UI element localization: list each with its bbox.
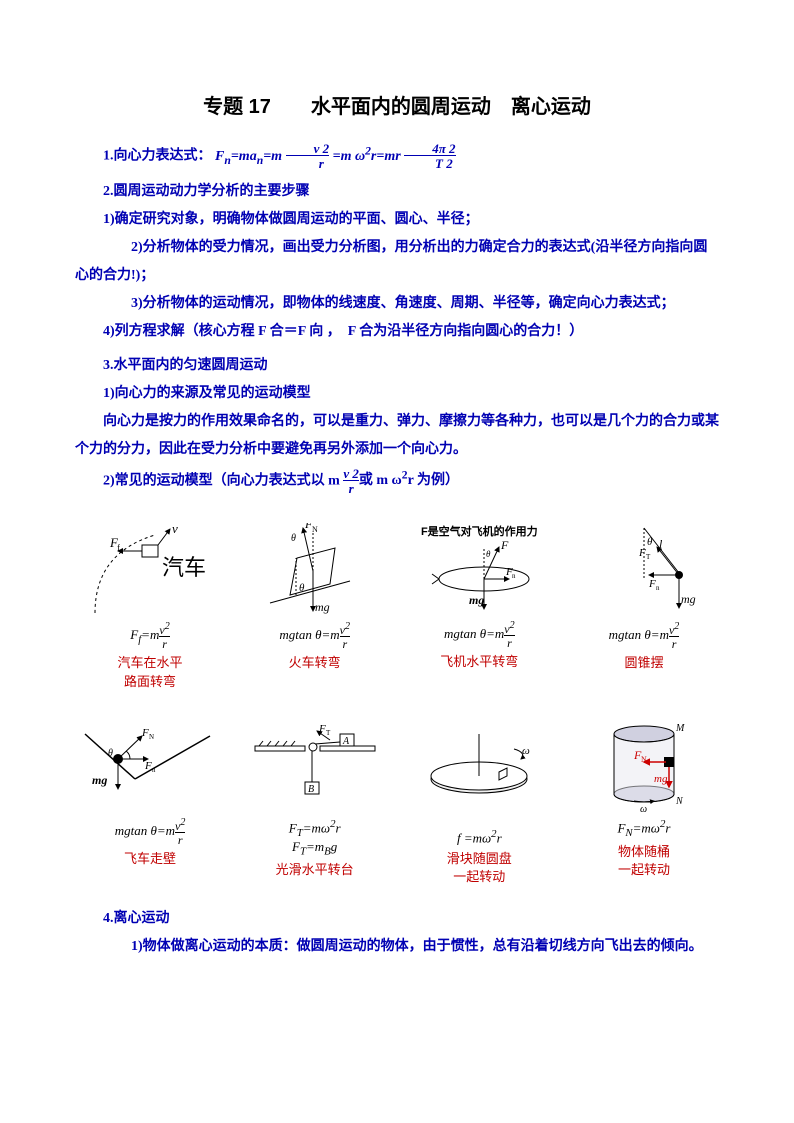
plane-turn-label: 飞机水平转弯	[404, 653, 554, 671]
svg-text:N: N	[149, 733, 154, 741]
svg-text:N: N	[641, 755, 647, 764]
model-train-turn: θ mg FN θ mgtan θ=mv2r 火车转弯	[240, 523, 390, 690]
models-row-1: Ff v 汽车 Ff=mv2r 汽车在水平路面转弯 θ mg FN θ	[75, 523, 719, 690]
model-car-turn: Ff v 汽车 Ff=mv2r 汽车在水平路面转弯	[75, 523, 225, 690]
svg-text:T: T	[326, 729, 331, 737]
block-on-disk-formula: f =mω2r	[404, 828, 554, 846]
s2-p4: 4)列方程求解（核心方程 F 合＝F 向 ， F 合为沿半径方向指向圆心的合力！…	[75, 318, 719, 346]
s2-p3: 3)分析物体的运动情况，即物体的线速度、角速度、周期、半径等，确定向心力表达式；	[75, 290, 719, 318]
svg-text:ω: ω	[640, 804, 647, 814]
object-in-cylinder-formula: FN=mω2r	[569, 818, 719, 839]
wall-of-death-diagram: FN Fn mg θ	[75, 719, 225, 814]
s3-frac-num: v 2	[343, 467, 359, 480]
s3-frac: v 2r	[343, 467, 359, 495]
svg-text:n: n	[656, 584, 660, 592]
wall-of-death-formula: mgtan θ=mv2r	[75, 818, 225, 846]
svg-text:mg: mg	[92, 773, 107, 787]
svg-text:M: M	[675, 723, 685, 734]
svg-text:F: F	[638, 547, 646, 559]
model-smooth-turntable: A B FT FT=mω2rFT=mBg 光滑水平转台	[240, 719, 390, 887]
s4-p1: 1)物体做离心运动的本质：做圆周运动的物体，由于惯性，总有沿着切线方向飞出去的倾…	[75, 933, 719, 961]
svg-text:T: T	[646, 553, 651, 561]
model-wall-of-death: FN Fn mg θ mgtan θ=mv2r 飞车走壁	[75, 719, 225, 887]
s3-frac-den: r	[343, 480, 359, 495]
svg-text:θ: θ	[108, 748, 113, 759]
s3-p2: 向心力是按力的作用效果命名的，可以是重力、弹力、摩擦力等各种力，也可以是几个力的…	[75, 408, 719, 464]
conical-pendulum-formula: mgtan θ=mv2r	[569, 622, 719, 650]
svg-text:θ: θ	[486, 549, 491, 559]
object-in-cylinder-label: 物体随桶一起转动	[569, 843, 719, 879]
car-turn-label: 汽车在水平路面转弯	[75, 654, 225, 690]
svg-text:l: l	[659, 537, 663, 551]
object-in-cylinder-diagram: FN mg M N ω	[569, 719, 719, 814]
section-2-head: 2.圆周运动动力学分析的主要步骤	[75, 178, 719, 206]
svg-text:θ: θ	[299, 582, 305, 594]
svg-text:θ: θ	[291, 533, 296, 544]
svg-text:n: n	[152, 766, 156, 774]
svg-text:mg: mg	[681, 592, 696, 606]
s3-p1: 1)向心力的来源及常见的运动模型	[75, 380, 719, 408]
s2-p2: 2)分析物体的受力情况，画出受力分析图，用分析出的力确定合力的表达式(沿半径方向…	[75, 234, 719, 290]
svg-text:F: F	[648, 578, 656, 590]
smooth-turntable-diagram: A B FT	[240, 719, 390, 814]
svg-text:ω: ω	[522, 745, 530, 757]
conical-pendulum-label: 圆锥摆	[569, 654, 719, 672]
plane-top-label: F是空气对飞机的作用力	[404, 523, 554, 539]
svg-text:F: F	[500, 539, 509, 552]
centripetal-formula: Fn=man=m v 2r =m ω2r=mr 4π 2T 2	[215, 149, 456, 164]
s1-head: 1.向心力表达式：	[103, 149, 212, 164]
plane-turn-formula: mgtan θ=mv2r	[404, 621, 554, 649]
wall-of-death-label: 飞车走壁	[75, 850, 225, 868]
s3-p3a: 2)常见的运动模型（向心力表达式以 m	[103, 473, 343, 488]
plane-turn-diagram: F θ Fn mg	[404, 539, 554, 617]
models-row-2: FN Fn mg θ mgtan θ=mv2r 飞车走壁 A	[75, 719, 719, 887]
train-turn-diagram: θ mg FN θ	[240, 523, 390, 618]
car-turn-formula: Ff=mv2r	[75, 622, 225, 650]
smooth-turntable-label: 光滑水平转台	[240, 861, 390, 879]
svg-text:N: N	[312, 525, 318, 534]
svg-text:v: v	[172, 523, 178, 536]
s3-p3: 2)常见的运动模型（向心力表达式以 m v 2r或 m ω2r 为例）	[75, 464, 719, 496]
train-turn-formula: mgtan θ=mv2r	[240, 622, 390, 650]
s3-p3b: 或 m ω2r 为例）	[359, 473, 459, 488]
smooth-turntable-formula: FT=mω2rFT=mBg	[240, 818, 390, 858]
conical-pendulum-diagram: l θ FT Fn mg	[569, 523, 719, 618]
svg-text:A: A	[342, 736, 350, 747]
s2-p1: 1)确定研究对象，明确物体做圆周运动的平面、圆心、半径；	[75, 206, 719, 234]
car-turn-diagram: Ff v 汽车	[75, 523, 225, 618]
model-conical-pendulum: l θ FT Fn mg mgtan θ=mv2r 圆锥摆	[569, 523, 719, 690]
svg-text:汽车: 汽车	[162, 555, 206, 580]
train-turn-label: 火车转弯	[240, 654, 390, 672]
section-4-head: 4.离心运动	[75, 905, 719, 933]
page-title: 专题 17 水平面内的圆周运动 离心运动	[75, 90, 719, 119]
svg-text:F: F	[144, 760, 152, 772]
svg-text:N: N	[675, 796, 684, 807]
svg-text:f: f	[117, 543, 120, 553]
section-3-head: 3.水平面内的匀速圆周运动	[75, 352, 719, 380]
block-on-disk-diagram: ω	[404, 719, 554, 814]
svg-text:F: F	[318, 724, 326, 735]
section-1: 1.向心力表达式： Fn=man=m v 2r =m ω2r=mr 4π 2T …	[75, 139, 719, 172]
model-plane-turn: F是空气对飞机的作用力 F θ Fn mg mgtan θ=mv2r 飞机水平转…	[404, 523, 554, 690]
svg-text:mg: mg	[469, 593, 484, 607]
svg-text:mg: mg	[315, 600, 330, 614]
model-object-in-cylinder: FN mg M N ω FN=mω2r 物体随桶一起转动	[569, 719, 719, 887]
svg-text:θ: θ	[647, 536, 653, 548]
svg-text:B: B	[308, 784, 314, 795]
svg-text:mg: mg	[654, 773, 668, 785]
model-block-on-disk: ω f =mω2r 滑块随圆盘一起转动	[404, 719, 554, 887]
svg-text:F: F	[141, 727, 149, 739]
block-on-disk-label: 滑块随圆盘一起转动	[404, 850, 554, 886]
svg-text:n: n	[512, 572, 516, 580]
